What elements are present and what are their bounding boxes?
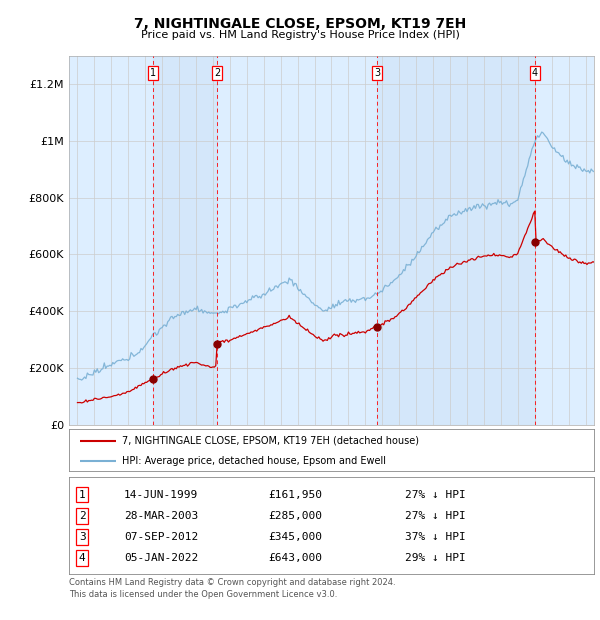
Text: 07-SEP-2012: 07-SEP-2012 — [124, 532, 199, 542]
Text: 2: 2 — [79, 511, 86, 521]
Text: 7, NIGHTINGALE CLOSE, EPSOM, KT19 7EH (detached house): 7, NIGHTINGALE CLOSE, EPSOM, KT19 7EH (d… — [121, 436, 419, 446]
Text: 3: 3 — [79, 532, 86, 542]
Text: 1: 1 — [150, 68, 156, 78]
Text: 7, NIGHTINGALE CLOSE, EPSOM, KT19 7EH: 7, NIGHTINGALE CLOSE, EPSOM, KT19 7EH — [134, 17, 466, 30]
Text: Price paid vs. HM Land Registry's House Price Index (HPI): Price paid vs. HM Land Registry's House … — [140, 30, 460, 40]
Text: 29% ↓ HPI: 29% ↓ HPI — [405, 553, 466, 563]
Text: 27% ↓ HPI: 27% ↓ HPI — [405, 511, 466, 521]
Text: £345,000: £345,000 — [269, 532, 323, 542]
Text: £285,000: £285,000 — [269, 511, 323, 521]
Text: 28-MAR-2003: 28-MAR-2003 — [124, 511, 199, 521]
Bar — [377, 56, 535, 425]
Text: £161,950: £161,950 — [269, 490, 323, 500]
Text: 4: 4 — [532, 68, 538, 78]
Bar — [153, 56, 217, 425]
Text: £643,000: £643,000 — [269, 553, 323, 563]
Text: 05-JAN-2022: 05-JAN-2022 — [124, 553, 199, 563]
Text: 14-JUN-1999: 14-JUN-1999 — [124, 490, 199, 500]
Text: 37% ↓ HPI: 37% ↓ HPI — [405, 532, 466, 542]
Text: HPI: Average price, detached house, Epsom and Ewell: HPI: Average price, detached house, Epso… — [121, 456, 386, 466]
Text: 3: 3 — [374, 68, 380, 78]
Text: 4: 4 — [79, 553, 86, 563]
Text: 27% ↓ HPI: 27% ↓ HPI — [405, 490, 466, 500]
Text: 1: 1 — [79, 490, 86, 500]
Text: Contains HM Land Registry data © Crown copyright and database right 2024.
This d: Contains HM Land Registry data © Crown c… — [69, 578, 395, 600]
Text: 2: 2 — [214, 68, 220, 78]
